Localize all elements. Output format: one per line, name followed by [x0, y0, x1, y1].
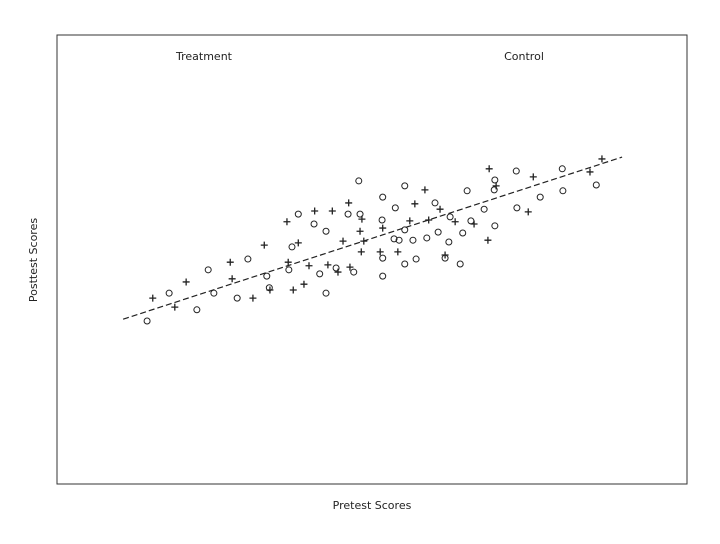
circle-marker	[379, 272, 387, 280]
circle-marker	[356, 210, 364, 218]
circle-marker	[434, 228, 442, 236]
plus-marker	[228, 275, 236, 283]
plus-marker	[328, 207, 336, 215]
circle-marker	[558, 165, 566, 173]
circle-marker	[244, 255, 252, 263]
group-label: Treatment	[175, 50, 233, 63]
circle-marker	[379, 193, 387, 201]
circle-marker	[316, 270, 324, 278]
plus-marker	[360, 237, 368, 245]
plus-marker	[289, 286, 297, 294]
plus-marker	[283, 218, 291, 226]
plus-marker	[484, 236, 492, 244]
circle-marker	[350, 268, 358, 276]
plus-marker	[345, 199, 353, 207]
circle-marker	[409, 236, 417, 244]
circle-marker	[143, 317, 151, 325]
circle-marker	[391, 204, 399, 212]
circle-marker	[401, 226, 409, 234]
plus-marker	[346, 263, 354, 271]
circle-marker	[379, 254, 387, 262]
y-axis-label: Posttest Scores	[27, 218, 40, 302]
circle-marker	[480, 205, 488, 213]
plus-marker	[492, 182, 500, 190]
circle-marker	[491, 176, 499, 184]
circle-marker	[204, 266, 212, 274]
plus-marker	[300, 280, 308, 288]
circle-marker	[322, 289, 330, 297]
circle-marker	[446, 213, 454, 221]
circle-marker	[322, 227, 330, 235]
plus-marker	[421, 186, 429, 194]
plot-frame	[56, 34, 688, 485]
circle-marker	[536, 193, 544, 201]
plus-marker	[305, 262, 313, 270]
plus-marker	[182, 278, 190, 286]
plus-marker	[394, 248, 402, 256]
plus-marker	[260, 241, 268, 249]
circle-marker	[294, 210, 302, 218]
circle-marker	[423, 234, 431, 242]
circle-marker	[456, 260, 464, 268]
circle-marker	[412, 255, 420, 263]
plus-marker	[586, 168, 594, 176]
plus-marker	[294, 239, 302, 247]
trend-line	[122, 156, 623, 320]
circle-marker	[431, 199, 439, 207]
circle-marker	[390, 235, 398, 243]
plus-marker	[226, 258, 234, 266]
circle-marker	[233, 294, 241, 302]
plus-marker	[376, 248, 384, 256]
circle-marker	[395, 236, 403, 244]
plus-marker	[357, 248, 365, 256]
circle-marker	[467, 217, 475, 225]
circle-marker	[401, 182, 409, 190]
circle-marker	[378, 216, 386, 224]
circle-marker	[592, 181, 600, 189]
circle-marker	[288, 243, 296, 251]
plus-marker	[284, 258, 292, 266]
plus-marker	[524, 208, 532, 216]
circle-marker	[491, 222, 499, 230]
circle-marker	[459, 229, 467, 237]
x-axis-label: Pretest Scores	[333, 499, 412, 512]
plus-marker	[529, 173, 537, 181]
circle-marker	[285, 266, 293, 274]
circle-marker	[165, 289, 173, 297]
circle-marker	[512, 167, 520, 175]
circle-marker	[441, 254, 449, 262]
circle-marker	[513, 204, 521, 212]
plus-marker	[356, 227, 364, 235]
plus-marker	[249, 294, 257, 302]
group-label: Control	[504, 50, 544, 63]
circle-marker	[332, 264, 340, 272]
circle-marker	[355, 177, 363, 185]
plus-marker	[149, 294, 157, 302]
circle-marker	[193, 306, 201, 314]
circle-marker	[265, 284, 273, 292]
plus-marker	[425, 216, 433, 224]
plus-marker	[339, 237, 347, 245]
plus-marker	[485, 165, 493, 173]
plus-marker	[436, 205, 444, 213]
plus-marker	[311, 207, 319, 215]
circle-marker	[559, 187, 567, 195]
circle-marker	[263, 272, 271, 280]
circle-marker	[445, 238, 453, 246]
circle-marker	[401, 260, 409, 268]
plus-marker	[411, 200, 419, 208]
plus-marker	[598, 155, 606, 163]
plus-marker	[171, 303, 179, 311]
circle-marker	[490, 186, 498, 194]
circle-marker	[344, 210, 352, 218]
plus-marker	[324, 261, 332, 269]
plus-marker	[334, 268, 342, 276]
circle-marker	[210, 289, 218, 297]
circle-marker	[310, 220, 318, 228]
circle-marker	[463, 187, 471, 195]
plus-marker	[451, 218, 459, 226]
plus-marker	[406, 217, 414, 225]
plus-marker	[379, 224, 387, 232]
